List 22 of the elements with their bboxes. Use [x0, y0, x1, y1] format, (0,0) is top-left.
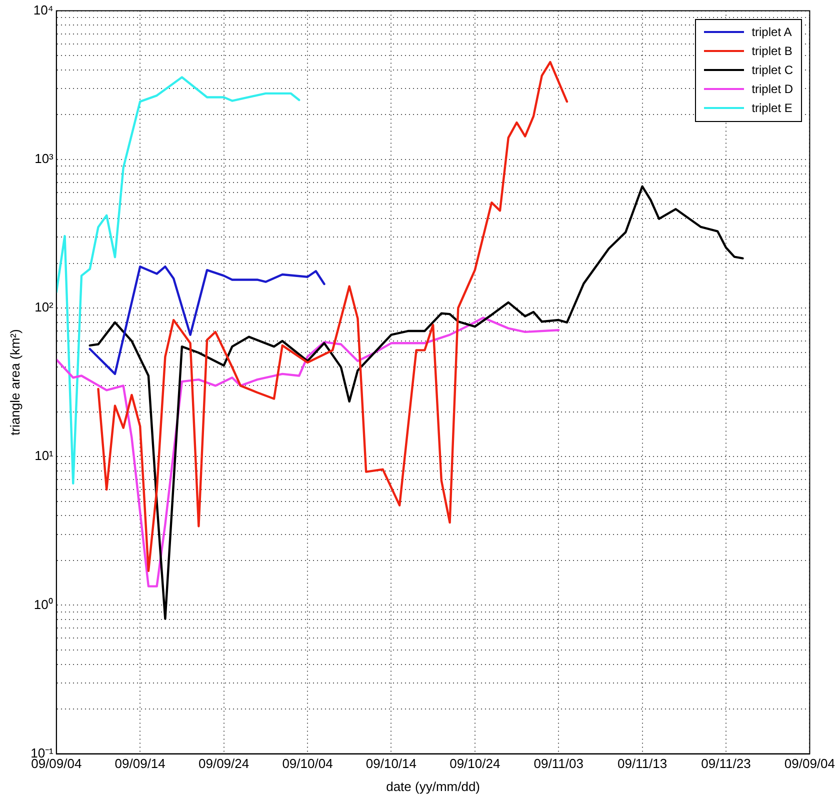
legend-label: triplet E — [752, 101, 792, 116]
x-tick-label: 09/11/03 — [534, 756, 584, 772]
x-axis-title: date (yy/mm/dd) — [386, 778, 480, 794]
legend-label: triplet A — [752, 25, 792, 40]
legend-label: triplet D — [752, 82, 794, 96]
y-tick-label: 10⁴ — [33, 2, 54, 18]
x-tick-label: 09/09/14 — [114, 756, 166, 772]
y-tick-label: 10² — [34, 300, 54, 315]
legend-label: triplet C — [752, 63, 794, 78]
x-tick-label: 09/11/13 — [617, 756, 668, 772]
x-tick-label: 09/10/24 — [450, 756, 500, 772]
y-axis-title: triangle area (km²) — [7, 329, 22, 436]
x-tick-label: 09/10/04 — [282, 756, 333, 772]
y-tick-label: 10¹ — [34, 448, 54, 464]
y-tick-label: 10³ — [34, 150, 54, 166]
legend-label: triplet B — [752, 44, 792, 58]
y-tick-label: 10⁰ — [34, 596, 54, 612]
x-tick-label: 09/10/14 — [366, 756, 416, 772]
x-tick-label: 09/11/23 — [701, 756, 751, 772]
x-tick-label: 09/09/04 — [784, 756, 836, 772]
x-tick-label: 09/09/24 — [198, 756, 250, 772]
x-tick-label: 09/09/04 — [31, 756, 82, 772]
